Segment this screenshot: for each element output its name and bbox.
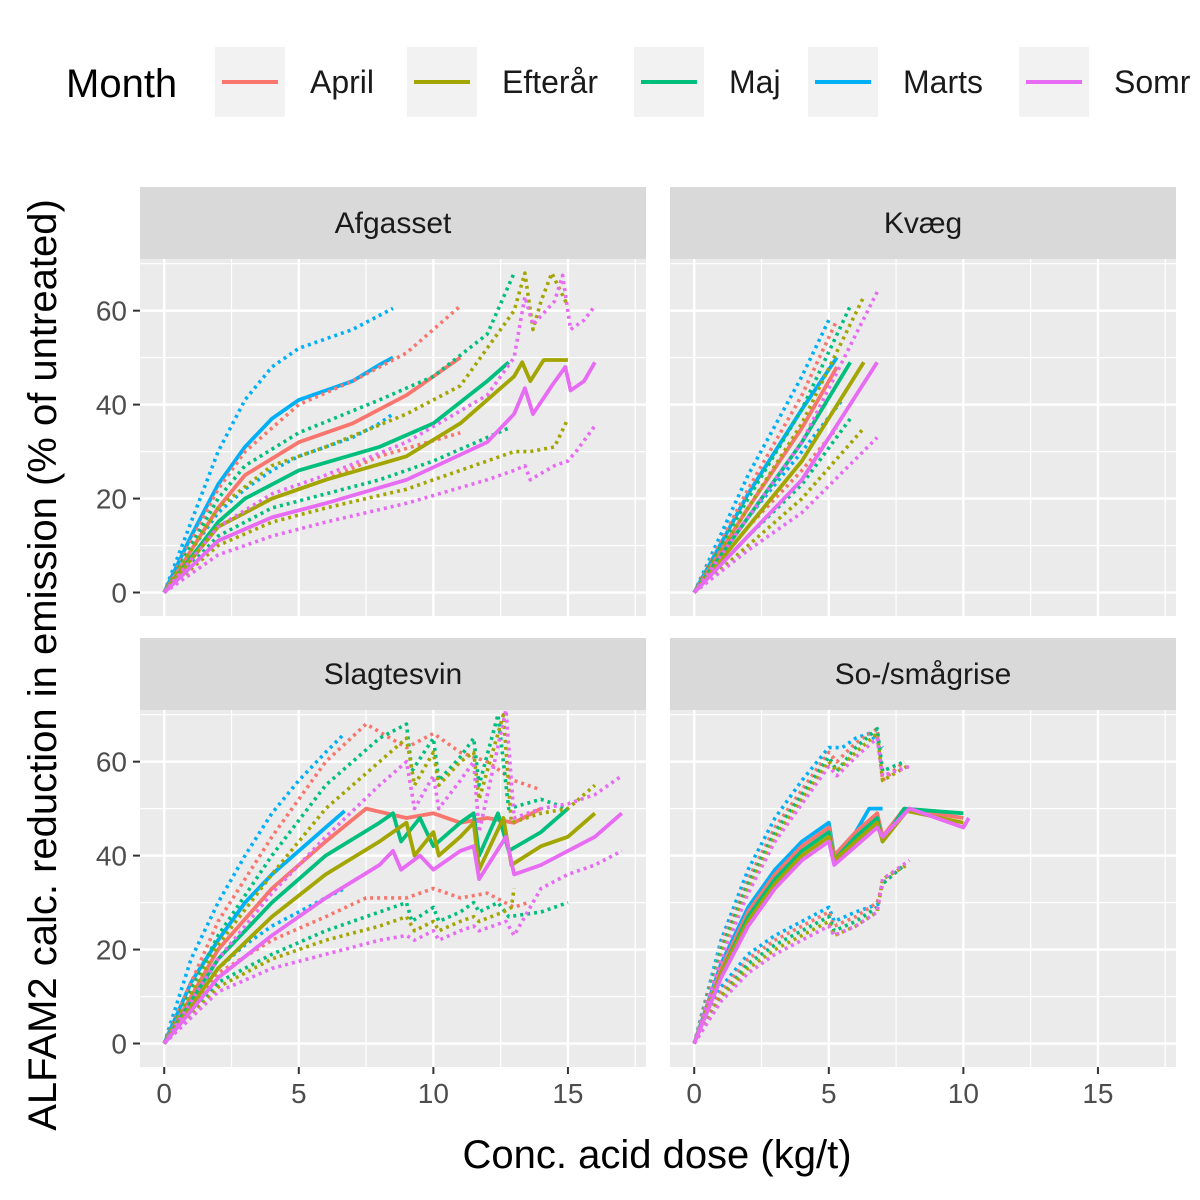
y-tick-label: 60 [96, 296, 127, 327]
series-line-somr-solid [162, 361, 597, 594]
series-line-somr-dotted [692, 736, 911, 1045]
series-line-somr-solid [162, 811, 624, 1045]
series-line-somr-solid [692, 361, 879, 594]
series-line-efterar-dotted [163, 417, 570, 594]
panel-background [140, 259, 646, 616]
legend-title: Month [66, 62, 177, 106]
series-line-maj-solid [162, 360, 510, 594]
series-line-somr-dotted [692, 291, 879, 594]
y-tick-label: 40 [96, 841, 127, 872]
strip-label-so-smagrise: So-/smågrise [835, 658, 1012, 691]
y-tick-label: 20 [96, 484, 127, 515]
x-tick-label: 15 [1082, 1078, 1113, 1109]
y-tick-label: 0 [111, 1029, 127, 1060]
series-line-april-dotted [162, 886, 529, 1045]
strip-so-smagrise [670, 638, 1176, 710]
series-line-april-dotted [692, 319, 839, 594]
x-tick-label: 5 [291, 1078, 307, 1109]
x-tick-label: 0 [686, 1078, 702, 1109]
series-line-efterar-solid [162, 811, 597, 1045]
legend-label-maj: Maj [729, 64, 781, 100]
y-tick-label: 20 [96, 935, 127, 966]
x-tick-label: 5 [821, 1078, 837, 1109]
axis-titles: Conc. acid dose (kg/t) ALFAM2 calc. redu… [21, 199, 852, 1177]
series-line-marts-solid [692, 806, 883, 1045]
series-line-marts-dotted [162, 732, 346, 1045]
legend-label-april: April [310, 64, 374, 100]
series-line-marts-dotted [162, 412, 395, 594]
panel-background [140, 710, 646, 1067]
strip-label-slagtesvin: Slagtesvin [324, 658, 462, 691]
panel-so-smagrise: So-/smågrise 0 5 10 15 [670, 638, 1176, 1109]
strip-label-kvaeg: Kvæg [884, 207, 962, 240]
series-line-somr-dotted [692, 858, 911, 1045]
panel-background [670, 710, 1176, 1067]
x-tick-label: 15 [552, 1078, 583, 1109]
series-line-somr-solid [692, 806, 971, 1045]
x-tick-label: 10 [948, 1078, 979, 1109]
series-line-efterar-dotted [693, 426, 866, 594]
series-line-april-dotted [162, 722, 542, 1045]
series-line-efterar-dotted [162, 888, 516, 1045]
panel-background [670, 259, 1176, 616]
y-axis-title: ALFAM2 calc. reduction in emission (% of… [21, 199, 65, 1131]
series-line-efterar-solid [692, 361, 866, 594]
series-line-efterar-dotted [162, 712, 597, 1045]
x-axis-title: Conc. acid dose (kg/t) [462, 1133, 851, 1177]
series-line-somr-dotted [162, 849, 623, 1045]
y-tick-label: 60 [96, 747, 127, 778]
series-line-marts-dotted [692, 900, 884, 1045]
series-line-marts-solid [162, 809, 346, 1045]
series-line-efterar-dotted [162, 271, 570, 594]
series-line-somr-dotted [162, 273, 597, 594]
series-line-maj-solid [692, 361, 852, 594]
series-line-maj-dotted [162, 712, 569, 1045]
series-line-maj-dotted [692, 863, 906, 1045]
series-line-marts-dotted [162, 306, 394, 594]
panel-slagtesvin: Slagtesvin 0 20 40 60 0 5 10 15 [96, 638, 646, 1109]
y-tick-label: 40 [96, 390, 127, 421]
strip-slagtesvin [140, 638, 646, 710]
x-tick-label: 10 [418, 1078, 449, 1109]
series-line-somr-dotted [163, 424, 597, 594]
x-tick-label: 0 [156, 1078, 172, 1109]
strip-label-afgasset: Afgasset [335, 207, 452, 240]
series-line-marts-dotted [692, 731, 884, 1044]
legend-label-efterar: Efterår [502, 64, 598, 100]
series-line-april-dotted [692, 863, 906, 1045]
series-line-maj-dotted [162, 900, 569, 1045]
panels: Afgasset 0 20 40 60 Kvæg Slagtesvin 0 20 40 60 0 5 10… [96, 187, 1176, 1109]
series-line-marts-dotted [692, 319, 831, 594]
panel-kvaeg: Kvæg [670, 187, 1176, 616]
legend-label-marts: Marts [903, 64, 983, 100]
y-tick-label: 0 [111, 578, 127, 609]
legend: Month April Efterår Maj Marts Somr [66, 47, 1191, 117]
strip-kvaeg [670, 187, 1176, 259]
series-line-efterar-solid [162, 358, 568, 594]
series-line-efterar-dotted [692, 295, 866, 594]
series-line-maj-solid [162, 807, 570, 1045]
panel-afgasset: Afgasset 0 20 40 60 [96, 187, 646, 616]
strip-afgasset [140, 187, 646, 259]
legend-label-somr: Somr [1114, 64, 1191, 100]
